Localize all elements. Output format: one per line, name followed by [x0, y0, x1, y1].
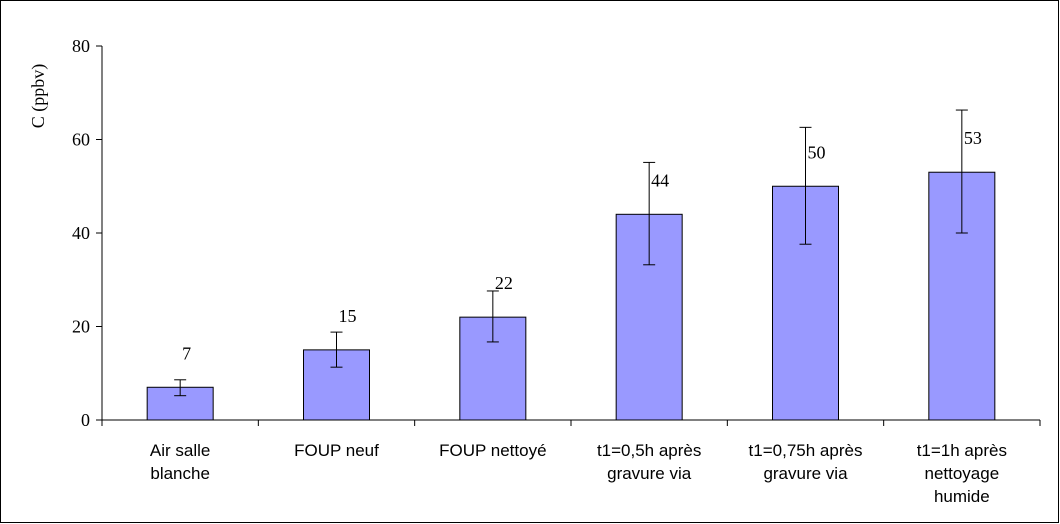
- error-bar: [486, 290, 499, 343]
- category-label: t1=1h après nettoyage humide: [917, 441, 1007, 506]
- error-bars: [174, 109, 968, 397]
- data-labels: 7 15 22 44 50 53: [182, 128, 982, 363]
- category-label-line: gravure via: [607, 464, 692, 483]
- category-label-line: t1=0,75h après: [749, 441, 863, 460]
- error-bar: [799, 126, 812, 245]
- y-tick-label: 40: [72, 223, 90, 243]
- category-label-line: t1=0,5h après: [597, 441, 701, 460]
- x-axis: [101, 419, 1041, 426]
- category-labels: Air salle blanche FOUP neuf FOUP nettoyé t1=…: [150, 441, 1007, 506]
- bars: [146, 171, 996, 421]
- y-axis: 0 20 40 60 80: [72, 36, 103, 430]
- data-label: 44: [651, 170, 669, 190]
- category-label-line: gravure via: [763, 464, 848, 483]
- category-label: t1=0,5h après gravure via: [597, 441, 701, 483]
- category-label: FOUP nettoyé: [439, 441, 546, 460]
- error-bar: [174, 379, 187, 397]
- data-label: 53: [964, 128, 982, 148]
- category-label-line: FOUP nettoyé: [439, 441, 546, 460]
- error-bar: [330, 331, 343, 368]
- data-label: 15: [339, 306, 357, 326]
- y-tick-label: 60: [72, 130, 90, 150]
- category-label: Air salle blanche: [150, 441, 210, 483]
- category-label-line: blanche: [150, 464, 210, 483]
- y-tick-label: 20: [72, 317, 90, 337]
- data-label: 50: [808, 142, 826, 162]
- error-bar: [955, 109, 968, 234]
- category-label-line: Air salle: [150, 441, 210, 460]
- category-label-line: humide: [934, 487, 990, 506]
- y-tick-label: 0: [81, 410, 90, 430]
- data-label: 22: [495, 273, 513, 293]
- category-label-line: FOUP neuf: [294, 441, 379, 460]
- category-label-line: t1=1h après: [917, 441, 1007, 460]
- error-bar: [643, 161, 656, 266]
- category-label: t1=0,75h après gravure via: [749, 441, 863, 483]
- y-axis-title: C (ppbv): [28, 64, 49, 129]
- y-tick-label: 80: [72, 36, 90, 56]
- data-label: 7: [182, 343, 191, 363]
- category-label: FOUP neuf: [294, 441, 379, 460]
- category-label-line: nettoyage: [924, 464, 999, 483]
